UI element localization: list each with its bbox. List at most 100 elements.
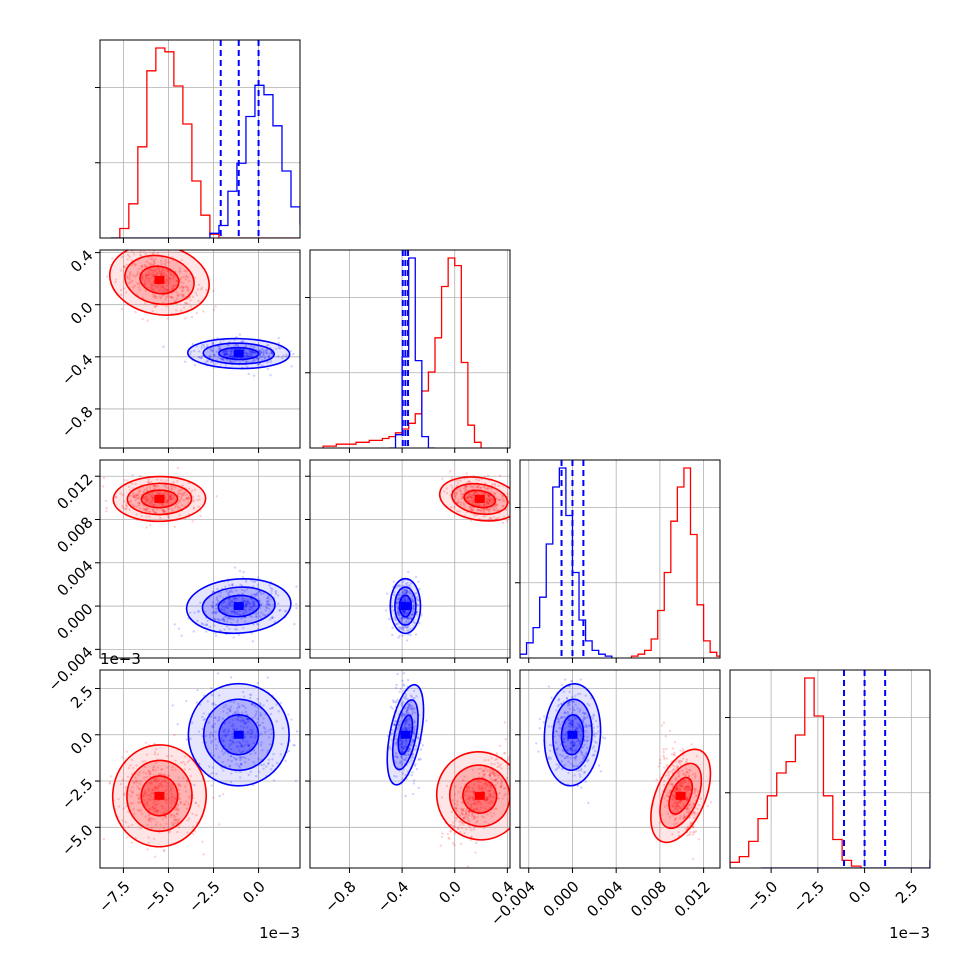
sample-point-blue	[407, 706, 410, 709]
sample-point-red	[151, 275, 154, 278]
sample-point-blue	[399, 593, 402, 597]
sample-point-red	[439, 844, 442, 847]
sample-point-blue	[222, 618, 225, 622]
sample-point-blue	[294, 779, 298, 782]
sample-point-blue	[243, 348, 246, 351]
sample-point-red	[697, 790, 700, 794]
sample-point-red	[156, 251, 160, 255]
sample-point-blue	[238, 333, 242, 336]
sample-point-red	[695, 754, 699, 758]
sample-point-red	[159, 772, 163, 776]
sample-point-red	[124, 820, 127, 824]
sample-point-blue	[222, 601, 225, 604]
sample-point-red	[692, 826, 695, 829]
sample-point-red	[461, 808, 464, 811]
sample-point-red	[180, 284, 183, 288]
sample-point-red	[159, 288, 162, 292]
sample-point-blue	[402, 739, 406, 742]
sample-point-red	[469, 509, 473, 512]
sample-point-red	[460, 497, 464, 500]
sample-point-red	[108, 782, 112, 785]
sample-point-blue	[406, 626, 409, 629]
sample-point-blue	[413, 732, 416, 735]
sample-point-red	[476, 809, 479, 812]
sample-point-red	[468, 790, 472, 793]
sample-point-red	[165, 801, 168, 804]
sample-point-blue	[413, 720, 417, 723]
sample-point-blue	[247, 601, 251, 605]
sample-point-blue	[222, 620, 226, 623]
sample-point-red	[149, 798, 153, 802]
sample-point-red	[163, 780, 166, 783]
sample-point-red	[477, 784, 481, 787]
sample-point-blue	[411, 613, 415, 616]
sample-point-red	[196, 288, 200, 291]
sample-point-blue	[588, 704, 591, 707]
sample-point-blue	[257, 724, 261, 727]
sample-point-red	[165, 784, 168, 788]
sample-point-red	[496, 765, 499, 769]
sample-point-blue	[254, 714, 257, 718]
sample-point-red	[500, 779, 503, 783]
sample-point-red	[133, 505, 136, 509]
sample-point-red	[679, 799, 682, 802]
sample-point-blue	[262, 726, 266, 729]
sample-point-blue	[254, 705, 257, 708]
sample-point-red	[503, 499, 506, 503]
sample-point-blue	[230, 348, 234, 351]
sample-point-blue	[579, 692, 582, 696]
sample-point-blue	[223, 615, 227, 618]
sample-point-red	[131, 823, 134, 827]
sample-point-blue	[211, 349, 214, 352]
sample-point-blue	[402, 683, 405, 687]
sample-point-blue	[561, 749, 565, 752]
sample-point-red	[143, 509, 147, 512]
x-tick-label: −0.004	[487, 878, 539, 930]
sample-point-blue	[397, 613, 400, 616]
sample-point-red	[488, 790, 492, 793]
histogram-blue	[110, 84, 300, 238]
sample-point-red	[150, 817, 154, 820]
sample-point-red	[139, 780, 142, 783]
sample-point-red	[133, 275, 136, 278]
sample-point-blue	[402, 629, 405, 632]
sample-point-red	[505, 519, 509, 523]
sample-point-red	[450, 810, 453, 814]
sample-point-red	[163, 262, 166, 266]
sample-point-red	[461, 801, 464, 804]
sample-point-blue	[404, 693, 408, 696]
sample-point-blue	[587, 758, 590, 762]
sample-point-blue	[249, 353, 253, 357]
sample-point-red	[486, 499, 489, 503]
sample-point-red	[678, 784, 682, 787]
sample-point-red	[453, 506, 456, 509]
sample-point-blue	[191, 721, 194, 725]
sample-point-red	[184, 285, 188, 288]
sample-point-blue	[248, 748, 251, 751]
sample-point-blue	[411, 771, 414, 774]
sample-point-red	[182, 293, 185, 297]
sample-point-blue	[576, 784, 580, 788]
sample-point-red	[685, 795, 689, 799]
sample-point-red	[493, 492, 496, 495]
sample-point-blue	[402, 626, 405, 630]
sample-point-red	[469, 508, 473, 511]
sample-point-blue	[250, 579, 253, 582]
sample-point-blue	[405, 722, 408, 725]
sample-point-red	[175, 279, 178, 283]
sample-point-red	[475, 800, 479, 803]
sample-point-red	[470, 496, 474, 500]
sample-point-red	[684, 785, 687, 788]
sample-point-blue	[224, 364, 228, 367]
sample-point-red	[179, 309, 183, 312]
sample-point-blue	[578, 742, 582, 745]
sample-point-blue	[578, 740, 582, 743]
sample-point-red	[688, 785, 691, 788]
sample-point-red	[494, 779, 497, 783]
sample-point-blue	[201, 354, 204, 358]
sample-point-blue	[214, 738, 217, 741]
sample-point-blue	[231, 350, 234, 354]
sample-point-red	[450, 476, 454, 479]
sample-point-blue	[406, 617, 409, 621]
sample-point-red	[454, 819, 457, 822]
